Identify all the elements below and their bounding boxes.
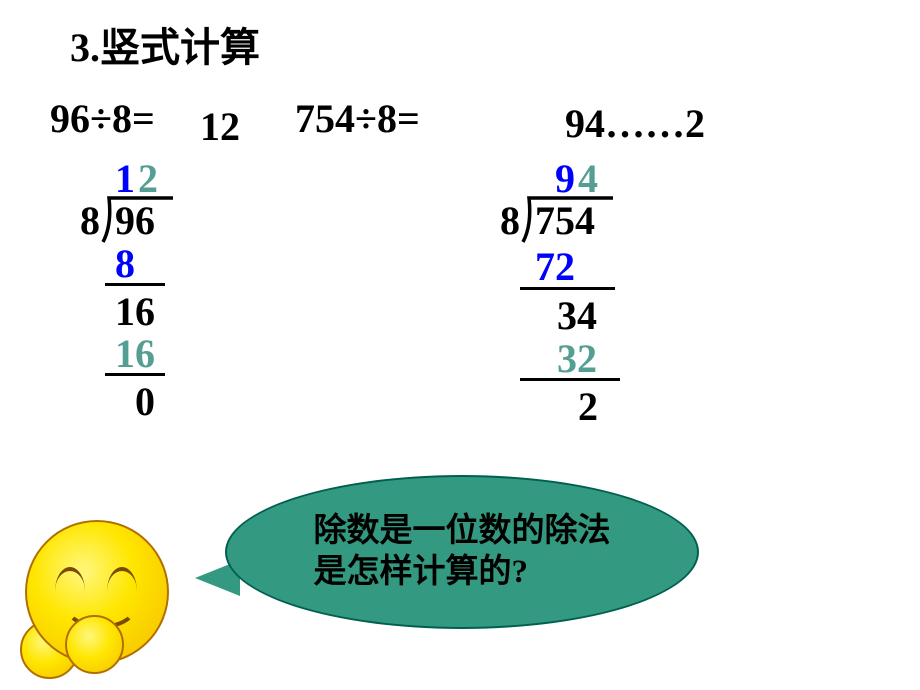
bubble-line1: 除数是一位数的除法 bbox=[314, 513, 611, 549]
p1-step2-sub: 16 bbox=[115, 330, 155, 377]
p2-line1 bbox=[520, 287, 615, 290]
p1-step1-sub: 8 bbox=[115, 240, 135, 287]
p2-line2 bbox=[520, 378, 620, 381]
p2-dividend: 754 bbox=[535, 197, 595, 244]
bubble-text: 除数是一位数的除法 是怎样计算的? bbox=[274, 511, 651, 594]
p2-step2-sub: 32 bbox=[557, 335, 597, 382]
p1-step1-diff: 16 bbox=[115, 288, 155, 335]
p2-step1-sub: 72 bbox=[535, 243, 575, 290]
page-title: 3.竖式计算 bbox=[70, 15, 260, 73]
thinking-emoji-icon bbox=[10, 515, 180, 685]
p1-divisor: 8 bbox=[80, 197, 100, 244]
problem1-equation: 96÷8= bbox=[50, 95, 155, 142]
problem1-answer: 12 bbox=[200, 103, 240, 150]
p1-line2 bbox=[105, 373, 165, 376]
p2-final: 2 bbox=[578, 383, 598, 430]
p2-divisor: 8 bbox=[500, 197, 520, 244]
bubble-line2: 是怎样计算的? bbox=[314, 554, 529, 590]
problem2-answer: 94……2 bbox=[565, 100, 705, 147]
p1-dividend: 96 bbox=[115, 197, 155, 244]
problem2-equation: 754÷8= bbox=[295, 95, 420, 142]
p1-final: 0 bbox=[135, 378, 155, 425]
p1-line1 bbox=[105, 283, 165, 286]
p2-step1-diff: 34 bbox=[557, 292, 597, 339]
speech-bubble: 除数是一位数的除法 是怎样计算的? bbox=[225, 475, 699, 629]
